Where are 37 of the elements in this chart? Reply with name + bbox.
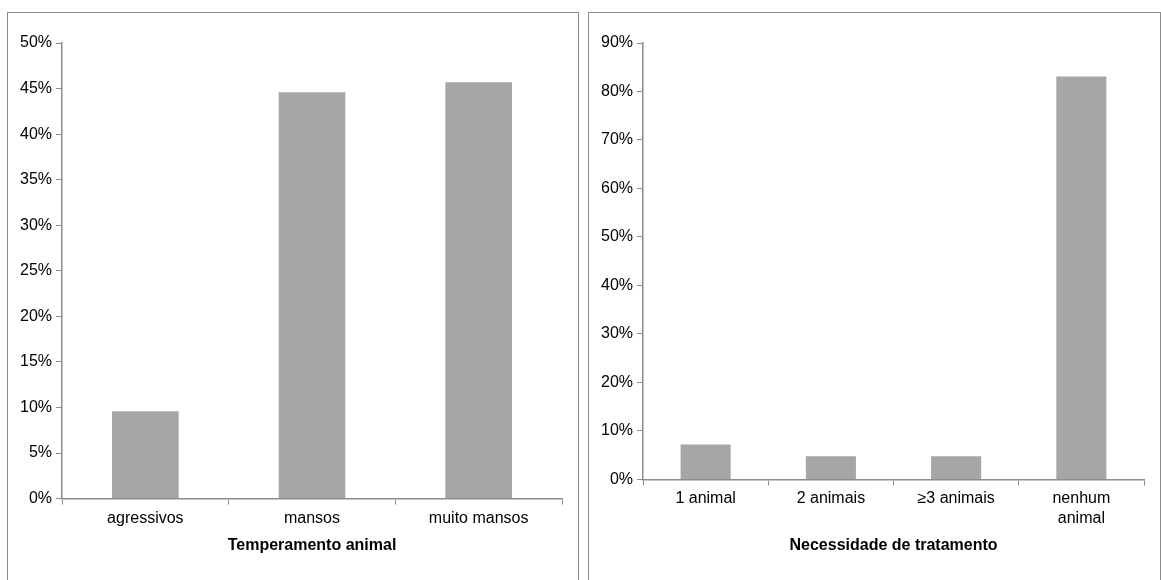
y-tick-label: 25% (19, 261, 53, 279)
y-tick-label: 0% (28, 489, 53, 507)
y-tick-label: 50% (600, 227, 634, 245)
y-tick-label: 20% (19, 306, 53, 324)
y-tick-label: 20% (600, 372, 634, 390)
y-tick-label: 90% (600, 33, 634, 51)
y-tick-label: 10% (19, 397, 53, 415)
x-tick-label: muito mansos (428, 508, 529, 526)
bar (278, 92, 346, 499)
x-axis-title: Temperamento animal (227, 535, 397, 553)
x-tick-label: nenhum animal (1052, 489, 1111, 526)
x-axis-title: Necessidade de tratamento (789, 535, 998, 553)
y-tick-label: 5% (28, 443, 53, 461)
x-tick-label: 2 animais (796, 489, 866, 507)
bar (112, 411, 179, 499)
y-tick-label: 50% (19, 33, 53, 51)
bar (680, 444, 731, 479)
y-tick-label: 15% (19, 352, 53, 370)
y-tick-label: 45% (19, 78, 53, 96)
bar (445, 82, 512, 499)
x-tick-label: agressivos (107, 508, 184, 526)
y-tick-label: 35% (19, 170, 53, 188)
x-tick-label: ≥3 animais (917, 489, 995, 507)
y-tick-label: 80% (600, 81, 634, 99)
x-tick-label: 1 animal (675, 489, 736, 507)
bar (1056, 76, 1107, 479)
y-tick-label: 10% (600, 421, 634, 439)
x-tick-label: mansos (284, 508, 341, 526)
y-tick-label: 70% (600, 130, 634, 148)
y-tick-label: 60% (600, 178, 634, 196)
y-tick-label: 40% (600, 275, 634, 293)
y-tick-label: 30% (600, 324, 634, 342)
y-tick-label: 30% (19, 215, 53, 233)
y-tick-label: 0% (609, 469, 634, 487)
y-tick-label: 40% (19, 124, 53, 142)
bar (931, 456, 982, 479)
bar (805, 456, 856, 479)
